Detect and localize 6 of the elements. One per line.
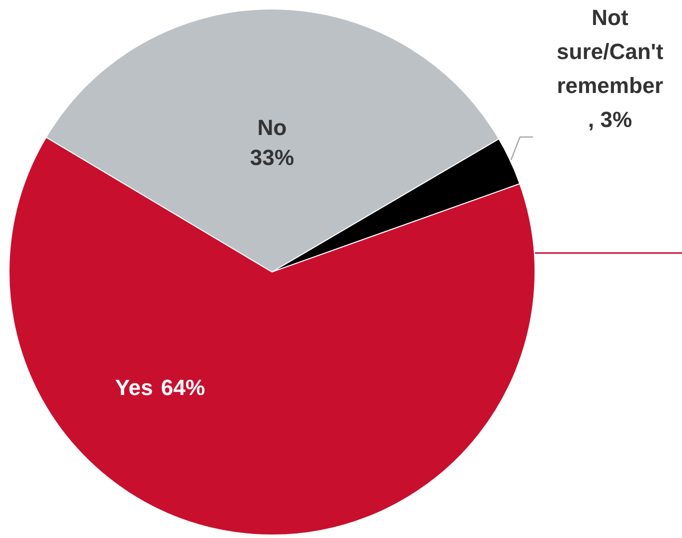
data-label: , 3% [588, 107, 632, 132]
data-label: 33% [250, 145, 294, 170]
slice-label: Yes [115, 375, 153, 400]
slice-label: Not sure/Can't remember [556, 5, 664, 98]
slice-label: No [257, 115, 287, 140]
data-label: 64% [161, 375, 206, 400]
